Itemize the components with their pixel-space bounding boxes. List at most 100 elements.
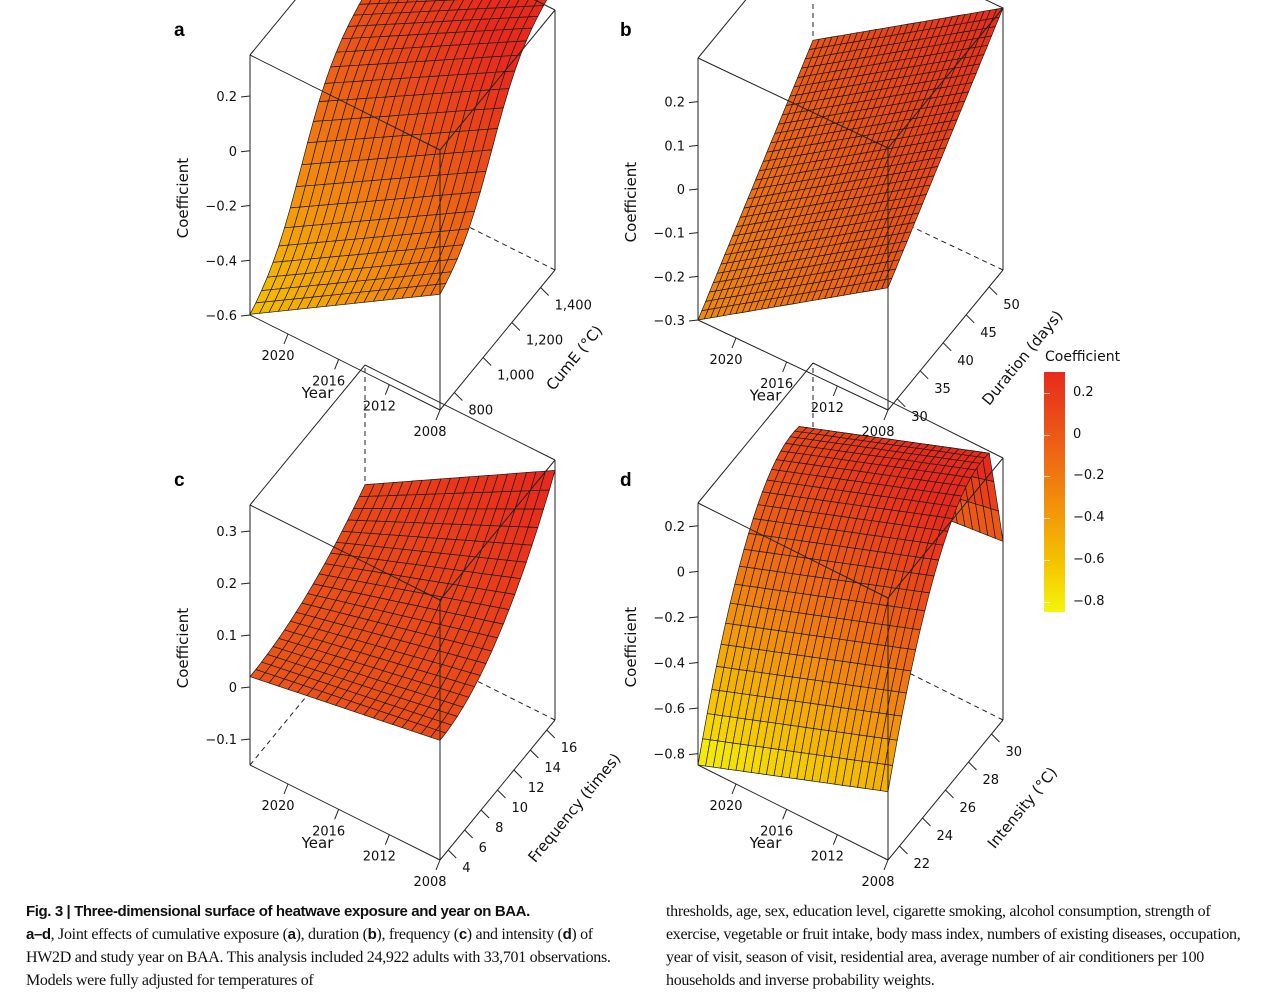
year-axis-line bbox=[697, 764, 889, 861]
panel-c-label: c bbox=[174, 470, 185, 491]
y-tick-label: 16 bbox=[561, 741, 578, 756]
z-tick-label: −0.8 bbox=[653, 748, 685, 763]
box-edge bbox=[984, 0, 1004, 9]
y-tick bbox=[988, 286, 998, 296]
year-axis-title: Year bbox=[749, 834, 783, 852]
y-tick bbox=[546, 729, 556, 739]
z-tick bbox=[240, 686, 251, 689]
y-tick bbox=[945, 789, 954, 799]
caption-text: , Joint effects of cumulative exposure ( bbox=[50, 926, 288, 943]
year-tick bbox=[334, 809, 340, 820]
y-tick bbox=[919, 370, 929, 380]
year-tick bbox=[435, 409, 441, 421]
y-tick bbox=[896, 398, 906, 408]
year-tick-label: 2008 bbox=[861, 875, 894, 890]
year-tick-label: 2016 bbox=[312, 824, 345, 839]
year-tick-label: 2012 bbox=[811, 850, 844, 865]
z-tick bbox=[240, 314, 251, 317]
z-tick-label: −0.2 bbox=[653, 270, 685, 285]
z-tick-label: 0.1 bbox=[664, 139, 685, 154]
legend-tick-label: 0 bbox=[1073, 426, 1082, 442]
caption-right: thresholds, age, sex, education level, c… bbox=[666, 903, 1241, 989]
z-tick bbox=[240, 582, 251, 585]
year-tick bbox=[832, 834, 838, 845]
caption-fig-label: Fig. 3 | bbox=[26, 903, 75, 920]
y-tick-label: 10 bbox=[512, 801, 529, 816]
caption-ref-a: a bbox=[287, 926, 296, 943]
box-edge bbox=[439, 9, 556, 151]
y-tick bbox=[511, 322, 521, 331]
box-edge bbox=[249, 504, 441, 601]
y-axis-line bbox=[887, 269, 1004, 411]
legend-title: Coefficient bbox=[1045, 349, 1121, 365]
z-tick bbox=[688, 319, 699, 322]
panel-b-label: b bbox=[620, 20, 632, 41]
surface-facet bbox=[429, 729, 447, 741]
year-axis-line bbox=[249, 314, 441, 411]
y-tick bbox=[540, 287, 549, 296]
year-tick bbox=[435, 859, 441, 871]
y-tick bbox=[991, 733, 1000, 743]
y-tick-label: 22 bbox=[914, 857, 931, 872]
y-tick bbox=[965, 314, 975, 324]
caption-text: ) and intensity ( bbox=[466, 926, 563, 943]
y-tick-label: 4 bbox=[462, 861, 470, 876]
year-tick bbox=[334, 359, 340, 370]
year-tick bbox=[384, 834, 390, 845]
panel-c-plot: 2008 2012 2016 2020 Year 468 10 12 1416Frequency… bbox=[174, 364, 624, 890]
y-tick-label: 1,000 bbox=[497, 369, 534, 384]
year-tick bbox=[782, 809, 788, 820]
y-tick bbox=[447, 849, 457, 859]
surface-mesh bbox=[697, 426, 1004, 793]
year-tick-label: 2020 bbox=[261, 349, 294, 364]
z-tick-label: −0.4 bbox=[653, 656, 685, 671]
z-tick bbox=[688, 661, 699, 664]
z-tick-label: 0.2 bbox=[664, 96, 685, 111]
year-tick-label: 2008 bbox=[413, 425, 446, 440]
y-tick-label: 8 bbox=[495, 821, 503, 836]
caption-ref-c: c bbox=[458, 926, 467, 943]
y-tick-label: 24 bbox=[937, 829, 954, 844]
y-tick-label: 40 bbox=[957, 354, 974, 369]
legend-tick-label: −0.8 bbox=[1073, 593, 1105, 609]
surface-facet bbox=[429, 283, 447, 296]
y-tick-label: 28 bbox=[983, 773, 1000, 788]
year-tick-label: 2020 bbox=[709, 799, 742, 814]
panel-a-label: a bbox=[174, 20, 185, 41]
year-tick bbox=[883, 859, 889, 871]
panel-d-plot: 2008201220162020Year2224262830Intensity … bbox=[622, 362, 1061, 890]
y-axis-line bbox=[439, 269, 556, 411]
box-edge bbox=[887, 7, 1004, 149]
legend-tick-label: −0.4 bbox=[1073, 510, 1105, 526]
legend-tick-mark bbox=[1044, 392, 1050, 394]
z-tick bbox=[688, 525, 699, 528]
year-tick bbox=[883, 409, 889, 421]
box-edge bbox=[697, 362, 814, 504]
z-tick bbox=[240, 530, 251, 533]
box-edge bbox=[249, 0, 296, 56]
year-tick-label: 2016 bbox=[760, 824, 793, 839]
z-tick-label: 0 bbox=[677, 183, 685, 198]
y-axis-title: Frequency (times) bbox=[524, 750, 624, 866]
year-tick-label: 2016 bbox=[760, 377, 793, 392]
z-tick bbox=[688, 101, 699, 104]
y-tick bbox=[482, 357, 492, 366]
z-tick bbox=[240, 259, 251, 262]
y-tick bbox=[464, 829, 473, 839]
year-tick bbox=[832, 385, 838, 397]
y-tick-label: 14 bbox=[544, 761, 561, 776]
y-tick bbox=[922, 817, 931, 827]
surface-mesh bbox=[249, 0, 548, 315]
year-axis-line bbox=[249, 764, 441, 861]
z-tick-label: −0.6 bbox=[653, 702, 685, 717]
y-tick-label: 30 bbox=[911, 410, 928, 425]
year-axis-title: Year bbox=[301, 834, 335, 852]
z-axis-title: Coefficient bbox=[174, 158, 192, 239]
legend-tick-label: −0.6 bbox=[1073, 551, 1105, 567]
z-tick-label: 0.2 bbox=[664, 520, 685, 535]
box-edge bbox=[249, 54, 441, 151]
z-tick bbox=[240, 738, 251, 741]
box-edge bbox=[697, 0, 747, 59]
y-tick bbox=[968, 761, 977, 771]
